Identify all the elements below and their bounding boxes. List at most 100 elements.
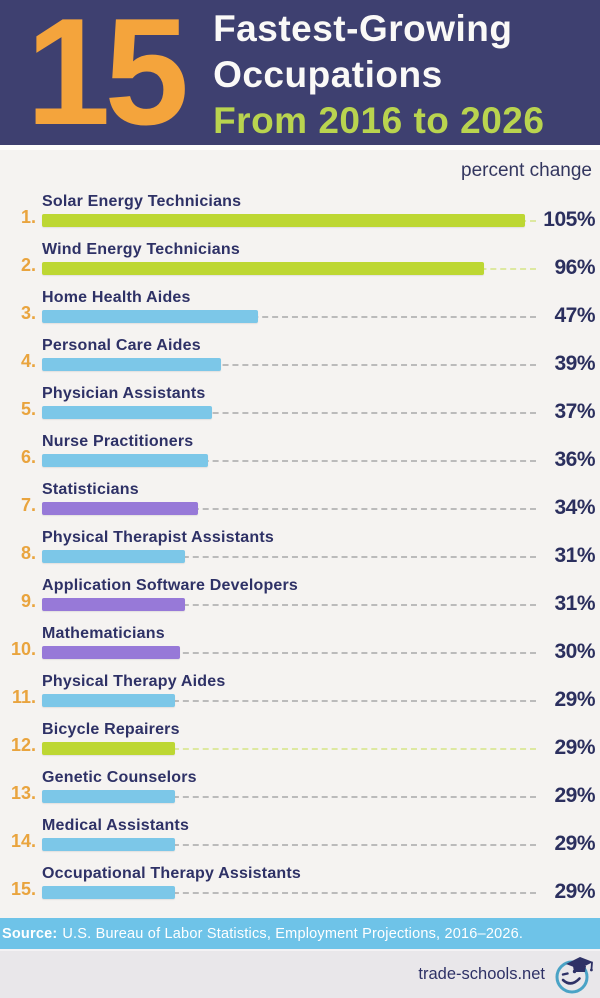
table-row: 14. Medical Assistants 29%: [0, 810, 600, 858]
value-bar: [42, 886, 176, 899]
row-content: Occupational Therapy Assistants: [36, 858, 536, 906]
leader-line: [44, 796, 536, 798]
leader-line: [44, 700, 536, 702]
row-content: Medical Assistants: [36, 810, 536, 858]
row-content: Application Software Developers: [36, 570, 536, 618]
leader-line: [44, 844, 536, 846]
row-content: Physician Assistants: [36, 378, 536, 426]
leader-line: [44, 316, 536, 318]
value-bar: [42, 454, 208, 467]
table-row: 7. Statisticians 34%: [0, 474, 600, 522]
bar-track: [42, 310, 536, 323]
rank-number: 14.: [10, 831, 36, 851]
leader-line: [44, 604, 536, 606]
table-row: 4. Personal Care Aides 39%: [0, 330, 600, 378]
header-banner: 15 Fastest-Growing Occupations From 2016…: [0, 0, 600, 150]
occupation-label: Personal Care Aides: [42, 337, 201, 354]
table-row: 10. Mathematicians 30%: [0, 618, 600, 666]
occupation-label: Physician Assistants: [42, 385, 206, 402]
bar-track: [42, 502, 536, 515]
table-row: 13. Genetic Counselors 29%: [0, 762, 600, 810]
value-bar: [42, 550, 185, 563]
occupation-label: Mathematicians: [42, 625, 165, 642]
occupation-label: Occupational Therapy Assistants: [42, 865, 302, 882]
rank-number: 1.: [20, 207, 36, 227]
title-line-2: Occupations: [213, 54, 443, 95]
source-prefix: Source:: [2, 925, 58, 942]
value-bar: [42, 694, 176, 707]
leader-line: [44, 892, 536, 894]
percent-value: 31%: [554, 544, 595, 567]
value-bar: [42, 406, 213, 419]
percent-value: 39%: [554, 352, 595, 375]
rank-number: 7.: [20, 495, 36, 515]
occupation-label: Solar Energy Technicians: [42, 193, 242, 210]
occupation-label: Medical Assistants: [42, 817, 190, 834]
table-row: 6. Nurse Practitioners 36%: [0, 426, 600, 474]
value-bar: [42, 790, 176, 803]
percent-value: 30%: [554, 640, 595, 663]
occupation-label: Physical Therapy Aides: [42, 673, 226, 690]
percent-value: 31%: [554, 592, 595, 615]
leader-line: [44, 748, 536, 750]
bar-track: [42, 886, 536, 899]
percent-value: 29%: [554, 880, 595, 903]
occupation-label: Genetic Counselors: [42, 769, 197, 786]
row-content: Home Health Aides: [36, 282, 536, 330]
row-content: Nurse Practitioners: [36, 426, 536, 474]
value-bar: [42, 310, 259, 323]
leader-line: [44, 508, 536, 510]
occupation-label: Statisticians: [42, 481, 139, 498]
row-content: Bicycle Repairers: [36, 714, 536, 762]
bar-track: [42, 454, 536, 467]
table-row: 3. Home Health Aides 47%: [0, 282, 600, 330]
percent-value: 29%: [554, 832, 595, 855]
bar-track: [42, 214, 536, 227]
percent-value: 36%: [554, 448, 595, 471]
value-bar: [42, 646, 180, 659]
site-name: trade-schools.net: [418, 965, 545, 983]
occupation-label: Nurse Practitioners: [42, 433, 194, 450]
table-row: 9. Application Software Developers 31%: [0, 570, 600, 618]
row-content: Wind Energy Technicians: [36, 234, 536, 282]
bar-chart: percent change 1. Solar Energy Technicia…: [0, 150, 600, 906]
percent-value: 29%: [554, 784, 595, 807]
row-content: Solar Energy Technicians: [36, 186, 536, 234]
trade-schools-logo-icon: [555, 956, 593, 993]
table-row: 15. Occupational Therapy Assistants 29%: [0, 858, 600, 906]
rank-number: 4.: [20, 351, 36, 371]
title-line-3: From 2016 to 2026: [213, 100, 545, 141]
rank-number: 5.: [20, 399, 36, 419]
bar-track: [42, 550, 536, 563]
leader-line: [44, 412, 536, 414]
rank-number: 11.: [11, 687, 36, 707]
row-content: Genetic Counselors: [36, 762, 536, 810]
occupation-label: Wind Energy Technicians: [42, 241, 240, 258]
table-row: 2. Wind Energy Technicians 96%: [0, 234, 600, 282]
occupation-label: Home Health Aides: [42, 289, 191, 306]
occupation-label: Physical Therapist Assistants: [42, 529, 274, 546]
bar-track: [42, 262, 536, 275]
bar-track: [42, 406, 536, 419]
table-row: 5. Physician Assistants 37%: [0, 378, 600, 426]
bar-track: [42, 358, 536, 371]
rank-number: 12.: [10, 735, 36, 755]
row-content: Personal Care Aides: [36, 330, 536, 378]
bar-track: [42, 838, 536, 851]
bar-track: [42, 694, 536, 707]
title-line-1: Fastest-Growing: [213, 8, 513, 49]
percent-value: 29%: [554, 736, 595, 759]
row-content: Statisticians: [36, 474, 536, 522]
rank-number: 13.: [10, 783, 36, 803]
percent-value: 29%: [554, 688, 595, 711]
row-content: Mathematicians: [36, 618, 536, 666]
percent-value: 47%: [554, 304, 595, 327]
value-bar: [42, 838, 176, 851]
rank-number: 10.: [10, 639, 36, 659]
percent-value: 105%: [543, 208, 595, 231]
table-row: 12. Bicycle Repairers 29%: [0, 714, 600, 762]
leader-line: [44, 652, 536, 654]
row-content: Physical Therapist Assistants: [36, 522, 536, 570]
rank-number: 9.: [20, 591, 36, 611]
table-row: 11. Physical Therapy Aides 29%: [0, 666, 600, 714]
